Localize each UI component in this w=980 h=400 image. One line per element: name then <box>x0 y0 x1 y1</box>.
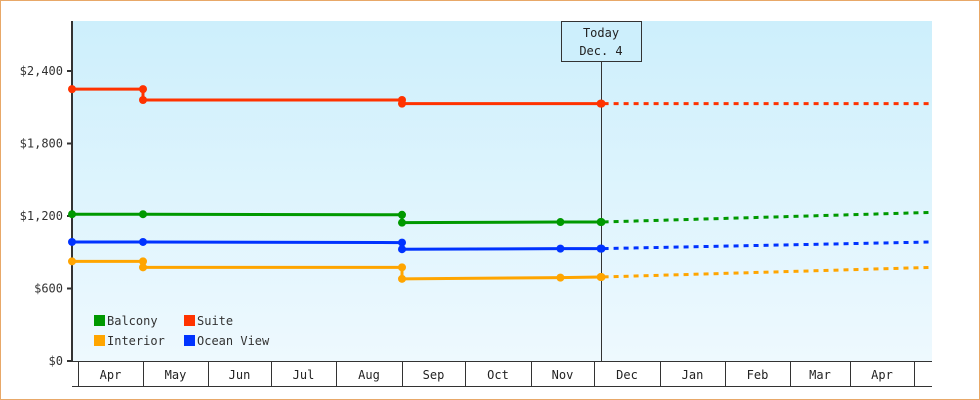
month-label: Aug <box>358 368 380 382</box>
month-label: May <box>165 368 187 382</box>
series-balcony <box>68 210 933 227</box>
y-axis: $0 $600 $1,200 $1,800 $2,400 <box>20 21 73 368</box>
legend-swatch <box>184 335 195 346</box>
month-label: Jun <box>229 368 251 382</box>
data-point <box>398 263 406 272</box>
y-tick-label: $1,200 <box>20 209 63 223</box>
legend-item-interior: Interior <box>94 333 184 348</box>
data-point <box>139 263 147 272</box>
data-point <box>556 218 565 227</box>
y-tick-label: $0 <box>49 354 63 368</box>
data-point <box>139 237 147 246</box>
data-point <box>68 210 76 219</box>
data-point <box>139 257 147 266</box>
x-axis: Apr May Jun Jul Aug Sep Oct Nov Dec Jan Feb Mar Apr <box>72 361 932 387</box>
plot-area <box>72 21 932 361</box>
data-point <box>398 238 406 247</box>
legend-label: Balcony <box>107 313 158 328</box>
today-label: Today <box>583 26 619 40</box>
month-label: Oct <box>487 368 509 382</box>
month-label: Mar <box>809 368 831 382</box>
today-marker: Today Dec. 4 <box>561 21 642 361</box>
legend: Balcony Suite Interior Ocean View <box>94 313 294 348</box>
month-label: Dec <box>616 368 638 382</box>
data-point <box>556 273 565 282</box>
month-label: Jan <box>682 368 704 382</box>
series-ocean-view <box>68 237 933 254</box>
legend-swatch <box>94 315 105 326</box>
legend-swatch <box>184 315 195 326</box>
month-label: Jul <box>293 368 315 382</box>
y-tick-label: $2,400 <box>20 64 63 78</box>
month-label: Apr <box>871 368 893 382</box>
legend-item-ocean-view: Ocean View <box>184 333 294 348</box>
legend-item-balcony: Balcony <box>94 313 184 328</box>
y-tick-label: $600 <box>34 282 63 296</box>
legend-label: Interior <box>107 333 165 348</box>
y-tick-label: $1,800 <box>20 137 63 151</box>
month-label: Sep <box>423 368 445 382</box>
legend-item-suite: Suite <box>184 313 294 328</box>
data-point <box>68 85 76 94</box>
data-point <box>398 218 406 227</box>
data-point <box>398 274 406 283</box>
data-point <box>398 210 406 219</box>
data-point <box>139 85 147 94</box>
month-label: Nov <box>552 368 574 382</box>
month-label: Feb <box>747 368 769 382</box>
data-point <box>139 210 147 219</box>
legend-swatch <box>94 335 105 346</box>
data-point <box>139 96 147 104</box>
data-point <box>398 99 406 108</box>
data-point <box>398 245 406 254</box>
data-point <box>68 257 76 266</box>
legend-label: Ocean View <box>197 333 270 348</box>
legend-label: Suite <box>197 313 234 328</box>
series-suite <box>68 85 932 108</box>
today-date: Dec. 4 <box>579 44 622 58</box>
month-label: Apr <box>100 368 122 382</box>
data-point <box>68 237 76 246</box>
data-point <box>556 244 565 253</box>
